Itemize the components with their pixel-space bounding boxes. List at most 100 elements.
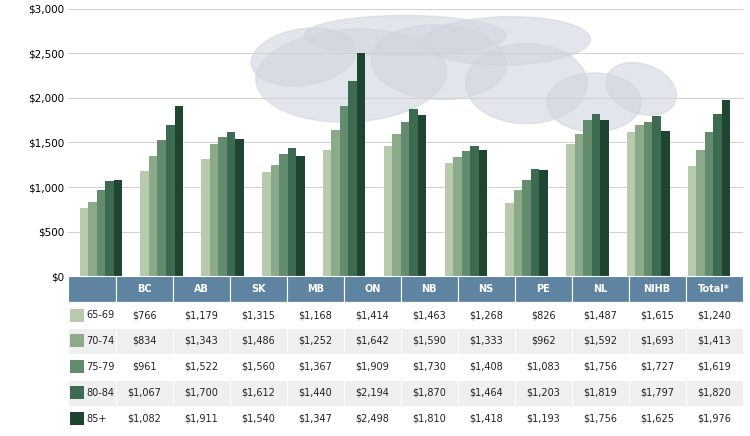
Text: $1,540: $1,540 xyxy=(242,414,275,424)
Bar xyxy=(686,406,742,432)
Bar xyxy=(344,328,400,354)
Bar xyxy=(705,132,713,276)
Text: $1,082: $1,082 xyxy=(128,414,161,424)
Text: AB: AB xyxy=(154,281,170,291)
Text: $1,756: $1,756 xyxy=(583,414,617,424)
Bar xyxy=(400,354,457,380)
Bar xyxy=(344,406,400,432)
Bar xyxy=(686,276,742,302)
Ellipse shape xyxy=(547,73,641,132)
Bar xyxy=(445,163,453,276)
Text: $1,727: $1,727 xyxy=(640,362,674,372)
Bar xyxy=(696,150,705,276)
Text: $766: $766 xyxy=(132,310,157,320)
Bar xyxy=(722,100,730,276)
Bar xyxy=(572,328,628,354)
Text: $1,756: $1,756 xyxy=(583,362,617,372)
Text: NIHB: NIHB xyxy=(644,284,670,294)
Text: $1,810: $1,810 xyxy=(413,414,446,424)
Bar xyxy=(116,276,173,302)
Bar xyxy=(271,164,279,276)
Text: Total*: Total* xyxy=(698,284,730,294)
Text: NIHB: NIHB xyxy=(634,281,663,291)
Text: 85+: 85+ xyxy=(86,414,106,424)
Bar xyxy=(340,106,349,276)
Text: $1,590: $1,590 xyxy=(413,336,446,346)
Bar xyxy=(572,380,628,406)
Bar xyxy=(287,276,344,302)
Bar xyxy=(514,406,572,432)
Text: $1,592: $1,592 xyxy=(583,336,617,346)
Text: $1,642: $1,642 xyxy=(356,336,389,346)
Bar xyxy=(218,137,226,276)
Bar xyxy=(230,380,287,406)
Bar xyxy=(470,146,478,276)
Text: $1,464: $1,464 xyxy=(470,388,503,398)
Bar xyxy=(166,125,175,276)
Bar xyxy=(458,406,514,432)
Bar xyxy=(68,328,116,354)
Bar xyxy=(628,328,686,354)
Text: $1,193: $1,193 xyxy=(526,414,560,424)
Bar xyxy=(514,302,572,328)
Bar xyxy=(458,302,514,328)
Text: ON: ON xyxy=(335,281,353,291)
Bar xyxy=(514,276,572,302)
Bar xyxy=(458,276,514,302)
Bar xyxy=(97,191,105,276)
Bar xyxy=(68,380,116,406)
Bar xyxy=(410,109,418,276)
Bar xyxy=(400,276,457,302)
Bar xyxy=(686,380,742,406)
Text: $1,486: $1,486 xyxy=(242,336,275,346)
Text: $1,418: $1,418 xyxy=(470,414,503,424)
Bar xyxy=(70,412,84,425)
Bar xyxy=(226,133,236,276)
Bar xyxy=(173,406,230,432)
Bar xyxy=(627,132,635,276)
Bar xyxy=(173,302,230,328)
Bar xyxy=(287,328,344,354)
Bar xyxy=(116,302,173,328)
Bar xyxy=(628,276,686,302)
Bar xyxy=(461,151,470,276)
Text: $1,819: $1,819 xyxy=(584,388,617,398)
Bar xyxy=(173,276,230,302)
Bar xyxy=(514,380,572,406)
Text: $1,333: $1,333 xyxy=(470,336,503,346)
Bar xyxy=(116,354,173,380)
Bar xyxy=(686,328,742,354)
Bar xyxy=(230,276,287,302)
Bar xyxy=(686,302,742,328)
Text: $1,440: $1,440 xyxy=(298,388,332,398)
Text: $1,203: $1,203 xyxy=(526,388,560,398)
Text: NS: NS xyxy=(458,281,474,291)
Bar xyxy=(661,131,670,276)
Text: NS: NS xyxy=(478,284,494,294)
Bar xyxy=(458,380,514,406)
Bar xyxy=(400,328,457,354)
Text: $1,612: $1,612 xyxy=(242,388,275,398)
Bar xyxy=(70,386,84,399)
Bar xyxy=(349,81,357,276)
Ellipse shape xyxy=(371,25,506,99)
Bar xyxy=(574,134,584,276)
Bar xyxy=(288,148,296,276)
Bar xyxy=(478,150,487,276)
Bar xyxy=(230,328,287,354)
Text: $1,797: $1,797 xyxy=(640,388,674,398)
Ellipse shape xyxy=(422,17,590,65)
Text: PE: PE xyxy=(536,284,550,294)
Bar xyxy=(287,380,344,406)
Bar xyxy=(296,156,304,276)
Bar xyxy=(652,116,661,276)
Bar xyxy=(262,172,271,276)
Bar xyxy=(384,146,392,276)
Bar xyxy=(572,406,628,432)
Bar xyxy=(68,354,116,380)
Bar xyxy=(539,170,548,276)
Bar xyxy=(600,119,609,276)
Bar xyxy=(686,354,742,380)
Text: NL: NL xyxy=(593,284,608,294)
Bar xyxy=(713,114,722,276)
